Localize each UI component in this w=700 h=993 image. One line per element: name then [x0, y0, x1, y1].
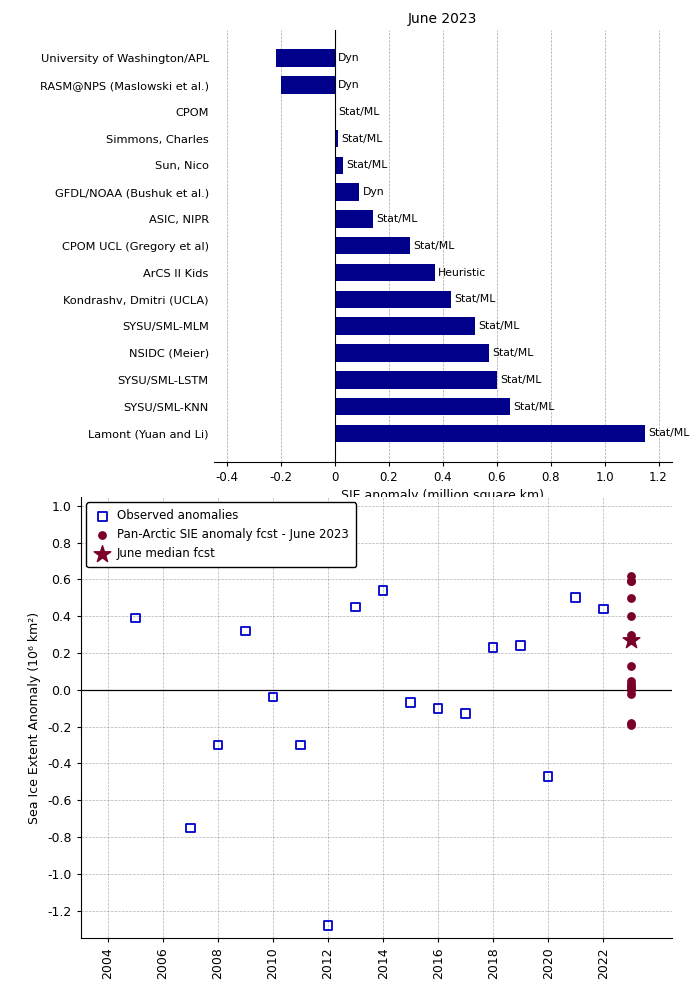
Bar — [335, 211, 372, 227]
Text: Stat/ML: Stat/ML — [341, 133, 382, 144]
Text: Stat/ML: Stat/ML — [478, 321, 519, 332]
Observed anomalies — [542, 769, 554, 784]
Pan-Arctic SIE anomaly fcst - June 2023 — [625, 568, 636, 584]
Bar — [335, 237, 410, 254]
Observed anomalies — [598, 601, 609, 617]
Observed anomalies — [102, 544, 113, 560]
Observed anomalies — [488, 639, 499, 655]
Observed anomalies — [515, 638, 526, 653]
Pan-Arctic SIE anomaly fcst - June 2023 — [625, 590, 636, 606]
Title: June 2023: June 2023 — [408, 12, 477, 26]
Text: Stat/ML: Stat/ML — [338, 106, 379, 117]
Pan-Arctic SIE anomaly fcst - June 2023 — [625, 609, 636, 625]
Bar — [335, 398, 510, 415]
X-axis label: SIE anomaly (million square km): SIE anomaly (million square km) — [342, 490, 545, 502]
Pan-Arctic SIE anomaly fcst - June 2023 — [625, 676, 636, 692]
Legend: Observed anomalies, Pan-Arctic SIE anomaly fcst - June 2023, June median fcst: Observed anomalies, Pan-Arctic SIE anoma… — [86, 502, 356, 567]
Observed anomalies — [460, 706, 471, 722]
Observed anomalies — [213, 737, 224, 753]
Observed anomalies — [158, 536, 169, 552]
Pan-Arctic SIE anomaly fcst - June 2023 — [625, 682, 636, 698]
Bar — [335, 345, 489, 361]
Pan-Arctic SIE anomaly fcst - June 2023 — [625, 633, 636, 648]
Observed anomalies — [130, 610, 141, 626]
Bar — [335, 318, 475, 335]
Pan-Arctic SIE anomaly fcst - June 2023 — [625, 678, 636, 694]
Observed anomalies — [295, 737, 306, 753]
Text: Stat/ML: Stat/ML — [492, 348, 533, 358]
Observed anomalies — [240, 623, 251, 638]
Bar — [335, 371, 497, 388]
Observed anomalies — [377, 583, 388, 599]
Pan-Arctic SIE anomaly fcst - June 2023 — [625, 573, 636, 589]
Pan-Arctic SIE anomaly fcst - June 2023 — [625, 627, 636, 642]
Text: Stat/ML: Stat/ML — [500, 374, 541, 385]
Bar — [335, 291, 451, 308]
Pan-Arctic SIE anomaly fcst - June 2023 — [625, 715, 636, 731]
Bar — [276, 50, 335, 67]
Bar — [335, 184, 359, 201]
Observed anomalies — [267, 689, 279, 705]
Text: Heuristic: Heuristic — [438, 267, 486, 278]
Pan-Arctic SIE anomaly fcst - June 2023 — [625, 717, 636, 733]
Observed anomalies — [433, 700, 444, 716]
Bar — [335, 264, 435, 281]
Text: Stat/ML: Stat/ML — [454, 294, 496, 305]
Bar — [335, 425, 645, 442]
Text: Dyn: Dyn — [338, 54, 360, 64]
Observed anomalies — [405, 695, 416, 711]
Text: Stat/ML: Stat/ML — [414, 240, 455, 251]
June median fcst — [625, 633, 636, 648]
Text: Stat/ML: Stat/ML — [376, 213, 417, 224]
Observed anomalies — [323, 918, 334, 933]
Pan-Arctic SIE anomaly fcst - June 2023 — [625, 573, 636, 589]
Observed anomalies — [185, 820, 196, 836]
Observed anomalies — [570, 590, 581, 606]
Observed anomalies — [350, 599, 361, 615]
Bar — [335, 130, 337, 147]
Pan-Arctic SIE anomaly fcst - June 2023 — [625, 685, 636, 701]
Text: Stat/ML: Stat/ML — [648, 428, 690, 438]
Bar — [281, 76, 335, 93]
Text: Dyn: Dyn — [338, 80, 360, 90]
Bar — [335, 157, 343, 174]
Pan-Arctic SIE anomaly fcst - June 2023 — [625, 658, 636, 674]
Text: Stat/ML: Stat/ML — [346, 160, 388, 171]
Text: Dyn: Dyn — [363, 187, 384, 198]
Y-axis label: Sea Ice Extent Anomaly (10⁶ km²): Sea Ice Extent Anomaly (10⁶ km²) — [29, 612, 41, 823]
Pan-Arctic SIE anomaly fcst - June 2023 — [625, 672, 636, 688]
Text: Stat/ML: Stat/ML — [513, 401, 555, 411]
Pan-Arctic SIE anomaly fcst - June 2023 — [625, 680, 636, 696]
